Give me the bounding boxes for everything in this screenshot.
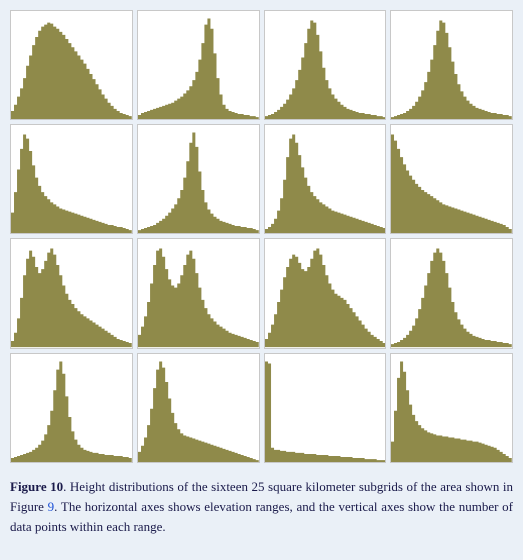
figure-label: Figure 10 [10,479,63,494]
histogram-area [391,135,512,234]
histogram-panel [10,238,133,348]
histogram-svg [391,11,512,119]
histogram-panel [264,124,387,234]
histogram-area [391,249,512,348]
histogram-panel [390,238,513,348]
histogram-area [391,21,512,120]
histogram-panel [10,353,133,463]
figure-caption: Figure 10. Height distributions of the s… [10,477,513,537]
histogram-area [265,135,386,234]
histogram-panel [10,10,133,120]
histogram-panel [137,238,260,348]
histogram-svg [138,125,259,233]
histogram-panel [264,238,387,348]
histogram-svg [11,239,132,347]
histogram-panel [10,124,133,234]
histogram-svg [11,125,132,233]
histogram-area [11,361,132,462]
histogram-panel [137,353,260,463]
histogram-svg [265,11,386,119]
histogram-svg [265,125,386,233]
caption-text-post: . The horizontal axes shows elevation ra… [10,499,513,534]
histogram-area [11,249,132,348]
histogram-svg [138,11,259,119]
histogram-panel [264,353,387,463]
histogram-area [265,249,386,348]
histogram-svg [391,125,512,233]
histogram-panel [390,10,513,120]
histogram-svg [391,239,512,347]
histogram-area [265,21,386,120]
histogram-area [138,18,259,119]
histogram-area [265,361,386,462]
histogram-area [138,361,259,462]
histogram-area [138,249,259,348]
histogram-panel [137,124,260,234]
histogram-area [11,23,132,120]
histogram-svg [138,239,259,347]
histogram-svg [11,11,132,119]
histogram-panel [390,353,513,463]
histogram-svg [391,354,512,462]
histogram-svg [265,354,386,462]
histogram-grid [10,10,513,463]
histogram-area [11,135,132,234]
histogram-area [391,361,512,462]
histogram-svg [138,354,259,462]
histogram-svg [11,354,132,462]
histogram-panel [390,124,513,234]
histogram-svg [265,239,386,347]
histogram-panel [264,10,387,120]
histogram-panel [137,10,260,120]
histogram-area [138,133,259,234]
